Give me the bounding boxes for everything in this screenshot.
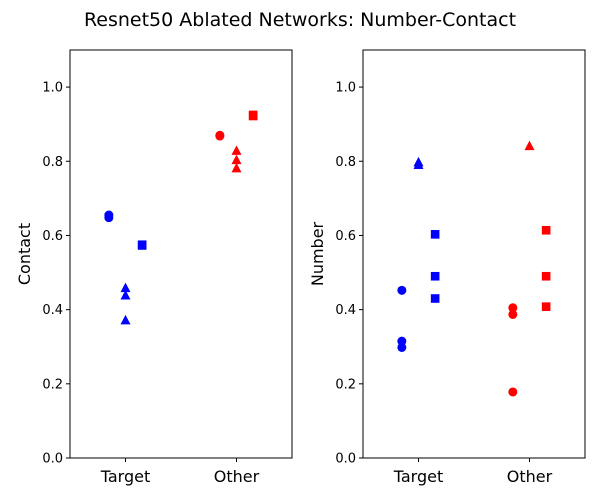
data-point-square xyxy=(430,230,440,239)
data-point-triangle xyxy=(413,159,424,169)
data-point-circle xyxy=(397,342,407,352)
y-tick-label: 0.0 xyxy=(335,452,356,467)
data-point-circle xyxy=(508,309,518,319)
y-tick-label: 0.4 xyxy=(335,303,356,318)
data-point-triangle xyxy=(231,145,242,155)
data-point-triangle xyxy=(120,282,131,293)
axes-frame xyxy=(69,49,293,459)
y-axis-label: Number xyxy=(308,221,327,286)
data-point-circle xyxy=(397,285,407,295)
chart-title: Resnet50 Ablated Networks: Number-Contac… xyxy=(84,9,516,31)
data-point-square xyxy=(541,271,551,281)
y-tick-label: 1.0 xyxy=(42,81,63,96)
data-point-square xyxy=(248,111,258,121)
data-point-square xyxy=(541,225,551,235)
data-point-triangle xyxy=(231,154,242,165)
y-axis-label: Contact xyxy=(15,223,34,285)
data-point-circle xyxy=(508,303,518,313)
y-tick-label: 1.0 xyxy=(335,81,356,96)
data-point-triangle xyxy=(524,140,535,151)
y-tick-label: 0.8 xyxy=(42,155,63,170)
y-tick-label: 0.6 xyxy=(335,229,356,244)
data-point-square xyxy=(430,271,440,281)
axes-frame xyxy=(362,49,586,459)
y-tick-label: 0.6 xyxy=(42,229,63,244)
y-tick-label: 0.2 xyxy=(42,377,63,392)
data-point-square xyxy=(137,241,147,250)
data-point-circle xyxy=(215,131,225,141)
panel-1: 0.0 0.2 0.4 0.6 0.8 1.0 Target Other Contact xyxy=(15,49,293,486)
data-point-triangle xyxy=(231,162,242,173)
y-tick-label: 0.8 xyxy=(335,155,356,170)
y-tick-label: 0.4 xyxy=(42,303,63,318)
data-point-circle xyxy=(104,213,114,223)
x-tick-label: Target xyxy=(100,467,151,486)
panel-2: 0.0 0.2 0.4 0.6 0.8 1.0 Target Other Number xyxy=(308,49,586,486)
data-point-circle xyxy=(397,336,407,346)
data-point-square xyxy=(430,294,440,303)
x-tick-label: Target xyxy=(393,467,444,486)
y-tick-label: 0.0 xyxy=(42,452,63,467)
x-tick-label: Other xyxy=(507,467,553,486)
data-point-square xyxy=(541,302,551,311)
data-point-circle xyxy=(508,387,518,397)
data-point-triangle xyxy=(120,314,131,325)
y-tick-label: 0.2 xyxy=(335,377,356,392)
x-tick-label: Other xyxy=(214,467,260,486)
data-point-triangle xyxy=(120,290,131,300)
